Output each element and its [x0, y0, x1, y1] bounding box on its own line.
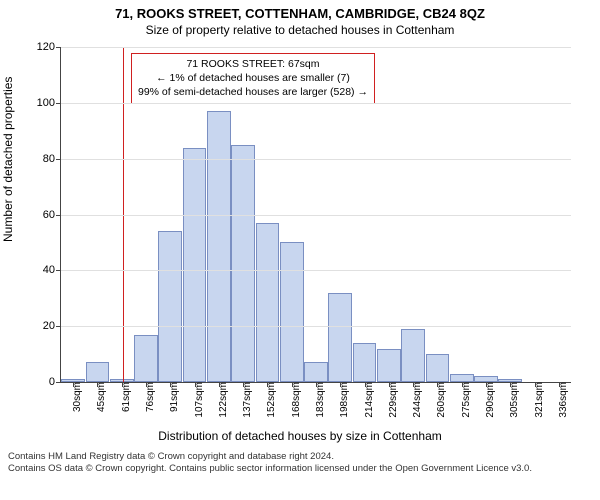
bar	[231, 145, 255, 382]
xtick-label: 305sqm	[505, 382, 520, 418]
xtick-label: 275sqm	[457, 382, 472, 418]
xtick-label: 76sqm	[141, 382, 156, 412]
bar	[158, 231, 182, 382]
gridline-h	[61, 159, 571, 160]
gridline-h	[61, 326, 571, 327]
gridline-h	[61, 103, 571, 104]
bar	[450, 374, 474, 382]
y-axis-label: Number of detached properties	[1, 77, 15, 242]
bar	[353, 343, 377, 382]
bar	[280, 242, 304, 382]
bar	[401, 329, 425, 382]
xtick-label: 214sqm	[360, 382, 375, 418]
ytick-label: 120	[37, 41, 61, 53]
chart-container: Number of detached properties 71 ROOKS S…	[0, 37, 600, 447]
gridline-h	[61, 215, 571, 216]
xtick-label: 321sqm	[530, 382, 545, 418]
page-title: 71, ROOKS STREET, COTTENHAM, CAMBRIDGE, …	[0, 6, 600, 21]
gridline-h	[61, 47, 571, 48]
xtick-label: 107sqm	[190, 382, 205, 418]
xtick-label: 336sqm	[554, 382, 569, 418]
ytick-label: 60	[43, 209, 61, 221]
xtick-label: 61sqm	[117, 382, 132, 412]
bar	[207, 111, 231, 382]
ytick-label: 80	[43, 153, 61, 165]
x-axis-label: Distribution of detached houses by size …	[0, 429, 600, 443]
xtick-label: 137sqm	[238, 382, 253, 418]
ytick-label: 0	[49, 376, 61, 388]
gridline-h	[61, 270, 571, 271]
plot-area: 71 ROOKS STREET: 67sqm ← 1% of detached …	[60, 47, 571, 383]
bar	[328, 293, 352, 382]
footer-line1: Contains HM Land Registry data © Crown c…	[8, 451, 592, 463]
xtick-label: 168sqm	[287, 382, 302, 418]
xtick-label: 244sqm	[408, 382, 423, 418]
xtick-label: 229sqm	[384, 382, 399, 418]
ytick-label: 40	[43, 264, 61, 276]
bar	[426, 354, 450, 382]
xtick-label: 30sqm	[68, 382, 83, 412]
bar	[304, 362, 328, 382]
xtick-label: 152sqm	[262, 382, 277, 418]
xtick-label: 260sqm	[432, 382, 447, 418]
xtick-label: 183sqm	[311, 382, 326, 418]
annotation-line1: 71 ROOKS STREET: 67sqm	[138, 57, 368, 71]
xtick-label: 290sqm	[481, 382, 496, 418]
xtick-label: 45sqm	[92, 382, 107, 412]
bar	[377, 349, 401, 383]
annotation-line3: 99% of semi-detached houses are larger (…	[138, 85, 368, 99]
xtick-label: 198sqm	[335, 382, 350, 418]
bar	[256, 223, 280, 382]
ytick-label: 100	[37, 97, 61, 109]
ytick-label: 20	[43, 320, 61, 332]
xtick-label: 91sqm	[165, 382, 180, 412]
bar	[86, 362, 110, 382]
bar	[134, 335, 158, 382]
annotation-box: 71 ROOKS STREET: 67sqm ← 1% of detached …	[131, 53, 375, 104]
footer-line2: Contains OS data © Crown copyright. Cont…	[8, 463, 592, 475]
xtick-label: 122sqm	[214, 382, 229, 418]
footer: Contains HM Land Registry data © Crown c…	[0, 447, 600, 476]
annotation-line2: ← 1% of detached houses are smaller (7)	[138, 71, 368, 85]
bar	[183, 148, 207, 383]
page-subtitle: Size of property relative to detached ho…	[0, 23, 600, 37]
